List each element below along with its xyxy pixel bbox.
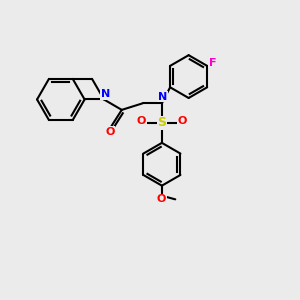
Text: O: O — [157, 194, 166, 204]
Text: N: N — [158, 92, 167, 102]
Text: O: O — [137, 116, 146, 126]
Text: O: O — [105, 127, 115, 136]
Text: N: N — [101, 89, 110, 99]
Text: O: O — [177, 116, 187, 126]
Text: F: F — [209, 58, 216, 68]
Text: S: S — [158, 116, 166, 129]
